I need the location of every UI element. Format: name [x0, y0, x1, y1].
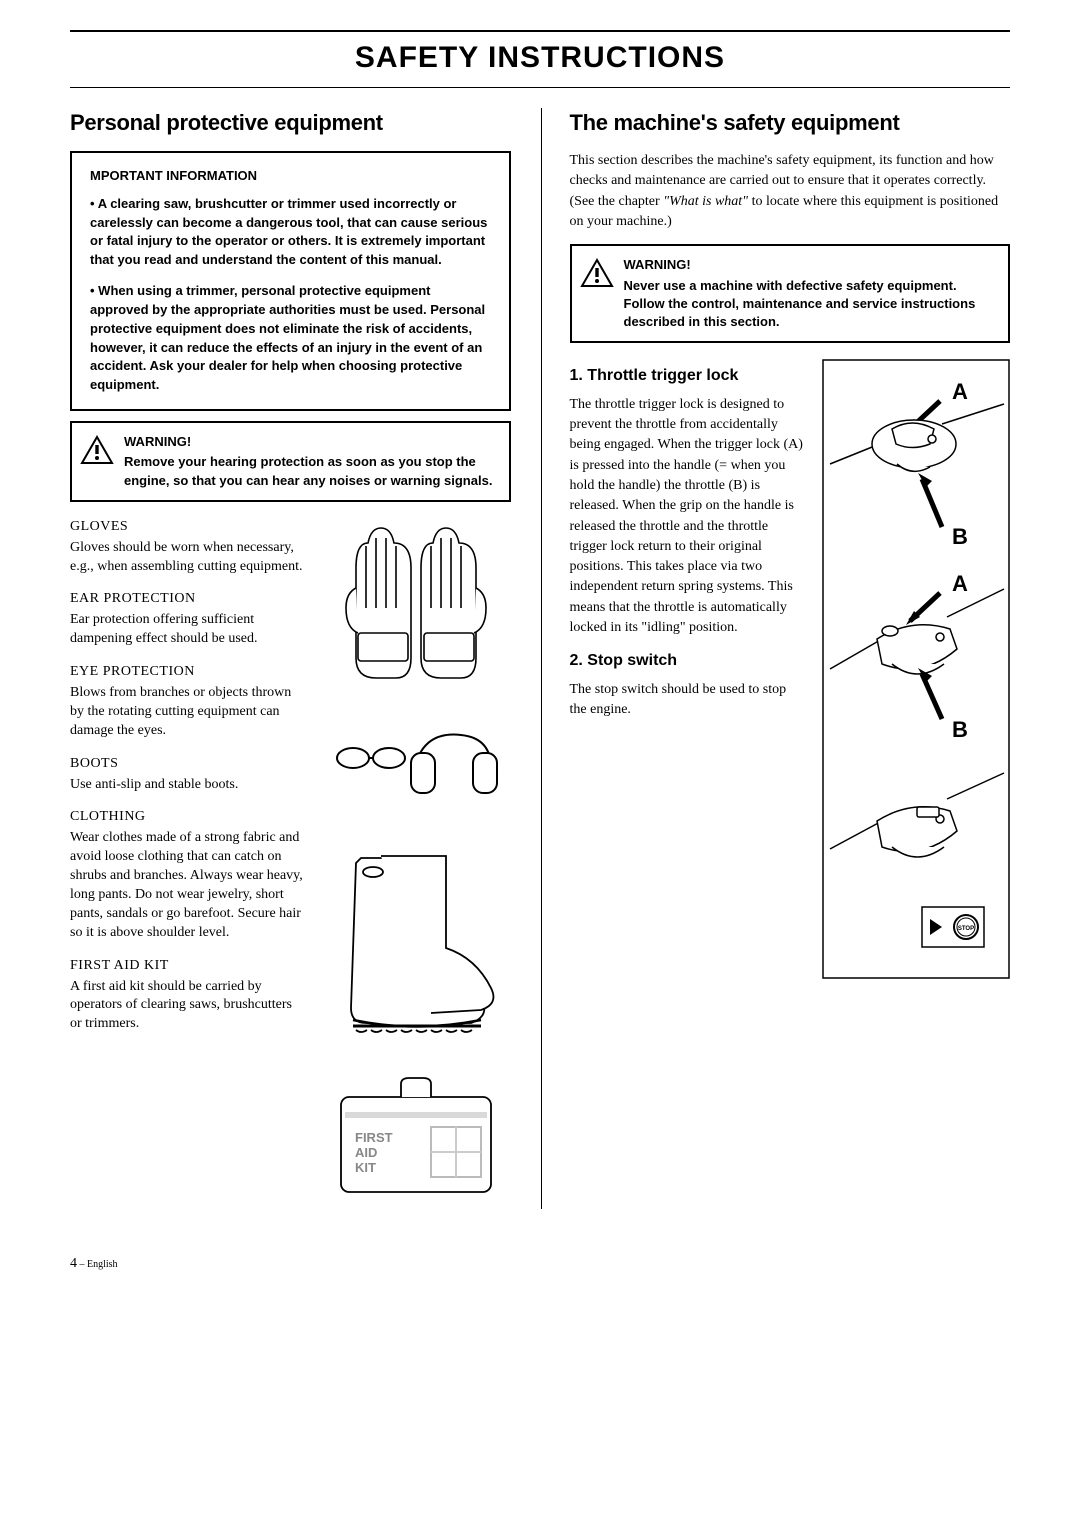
gloves-icon — [336, 518, 496, 695]
first-aid-kit-icon: FIRST AID KIT — [331, 1072, 501, 1209]
important-para-1: A clearing saw, brushcutter or trimmer u… — [90, 195, 491, 270]
eye-ear-protection-icon — [331, 723, 501, 820]
page-title: SAFETY INSTRUCTIONS — [70, 36, 1010, 87]
throttle-diagram: A B — [822, 359, 1010, 979]
diagram-label-A2: A — [952, 571, 968, 596]
diagram-label-A: A — [952, 379, 968, 404]
ppe-clothing: CLOTHING Wear clothes made of a strong f… — [70, 808, 305, 942]
ppe-eye: EYE PROTECTION Blows from branches or ob… — [70, 663, 305, 741]
page-footer: 4 – English — [70, 1255, 1010, 1274]
left-warning-label: WARNING! — [124, 433, 497, 451]
page-language: – English — [77, 1259, 118, 1270]
right-warning-label: WARNING! — [624, 256, 997, 274]
ppe-eye-text: Blows from branches or objects thrown by… — [70, 684, 305, 741]
right-section-heading: The machine's safety equipment — [570, 108, 1011, 138]
title-underline — [70, 87, 1010, 88]
ppe-ear-text: Ear protection offering sufficient dampe… — [70, 611, 305, 649]
ppe-ear: EAR PROTECTION Ear protection offering s… — [70, 590, 305, 649]
left-column: Personal protective equipment MPORTANT I… — [70, 108, 511, 1210]
ppe-text-column: GLOVES Gloves should be worn when necess… — [70, 518, 305, 1210]
svg-text:KIT: KIT — [355, 1160, 376, 1175]
left-warning-box: WARNING! Remove your hearing protection … — [70, 421, 511, 502]
ppe-firstaid-heading: FIRST AID KIT — [70, 957, 305, 976]
ppe-gloves-heading: GLOVES — [70, 518, 305, 537]
top-rule — [70, 30, 1010, 32]
ppe-boots-heading: BOOTS — [70, 755, 305, 774]
mechanism-row: 1. Throttle trigger lock The throttle tr… — [570, 359, 1011, 986]
right-intro: This section describes the machine's saf… — [570, 151, 1011, 232]
important-info-box: MPORTANT INFORMATION A clearing saw, bru… — [70, 151, 511, 411]
ppe-boots-text: Use anti-slip and stable boots. — [70, 776, 305, 795]
important-title: MPORTANT INFORMATION — [90, 167, 491, 185]
left-warning-body: Remove your hearing protection as soon a… — [124, 454, 492, 487]
ppe-content: GLOVES Gloves should be worn when necess… — [70, 518, 511, 1210]
right-column: The machine's safety equipment This sect… — [541, 108, 1011, 1210]
mechanism-text: 1. Throttle trigger lock The throttle tr… — [570, 359, 807, 986]
mechanism-figures: A B — [822, 359, 1010, 986]
svg-text:AID: AID — [355, 1145, 377, 1160]
page-number: 4 — [70, 1256, 77, 1271]
warning-triangle-icon — [580, 258, 614, 295]
ppe-firstaid-text: A first aid kit should be carried by ope… — [70, 978, 305, 1035]
ppe-ear-heading: EAR PROTECTION — [70, 590, 305, 609]
ppe-figure-column: FIRST AID KIT — [321, 518, 511, 1210]
important-para-2: When using a trimmer, personal protectiv… — [90, 282, 491, 395]
left-warning-text: WARNING! Remove your hearing protection … — [124, 433, 497, 490]
ppe-eye-heading: EYE PROTECTION — [70, 663, 305, 682]
left-section-heading: Personal protective equipment — [70, 108, 511, 138]
stop-icon-label: STOP — [958, 926, 974, 932]
right-warning-text: WARNING! Never use a machine with defect… — [624, 256, 997, 331]
warning-triangle-icon — [80, 435, 114, 472]
two-column-layout: Personal protective equipment MPORTANT I… — [70, 108, 1010, 1210]
ppe-clothing-text: Wear clothes made of a strong fabric and… — [70, 829, 305, 942]
throttle-text: The throttle trigger lock is designed to… — [570, 395, 807, 639]
first-aid-label: FIRST — [355, 1130, 393, 1145]
boots-icon — [331, 848, 501, 1045]
ppe-gloves: GLOVES Gloves should be worn when necess… — [70, 518, 305, 577]
stop-switch-text: The stop switch should be used to stop t… — [570, 680, 807, 721]
stop-switch-heading: 2. Stop switch — [570, 650, 807, 672]
right-warning-box: WARNING! Never use a machine with defect… — [570, 244, 1011, 343]
ppe-gloves-text: Gloves should be worn when necessary, e.… — [70, 539, 305, 577]
right-intro-em: "What is what" — [663, 194, 748, 209]
diagram-label-B: B — [952, 524, 968, 549]
throttle-heading: 1. Throttle trigger lock — [570, 365, 807, 387]
ppe-clothing-heading: CLOTHING — [70, 808, 305, 827]
ppe-firstaid: FIRST AID KIT A first aid kit should be … — [70, 957, 305, 1035]
diagram-label-B2: B — [952, 717, 968, 742]
right-warning-body: Never use a machine with defective safet… — [624, 278, 976, 329]
ppe-boots: BOOTS Use anti-slip and stable boots. — [70, 755, 305, 795]
